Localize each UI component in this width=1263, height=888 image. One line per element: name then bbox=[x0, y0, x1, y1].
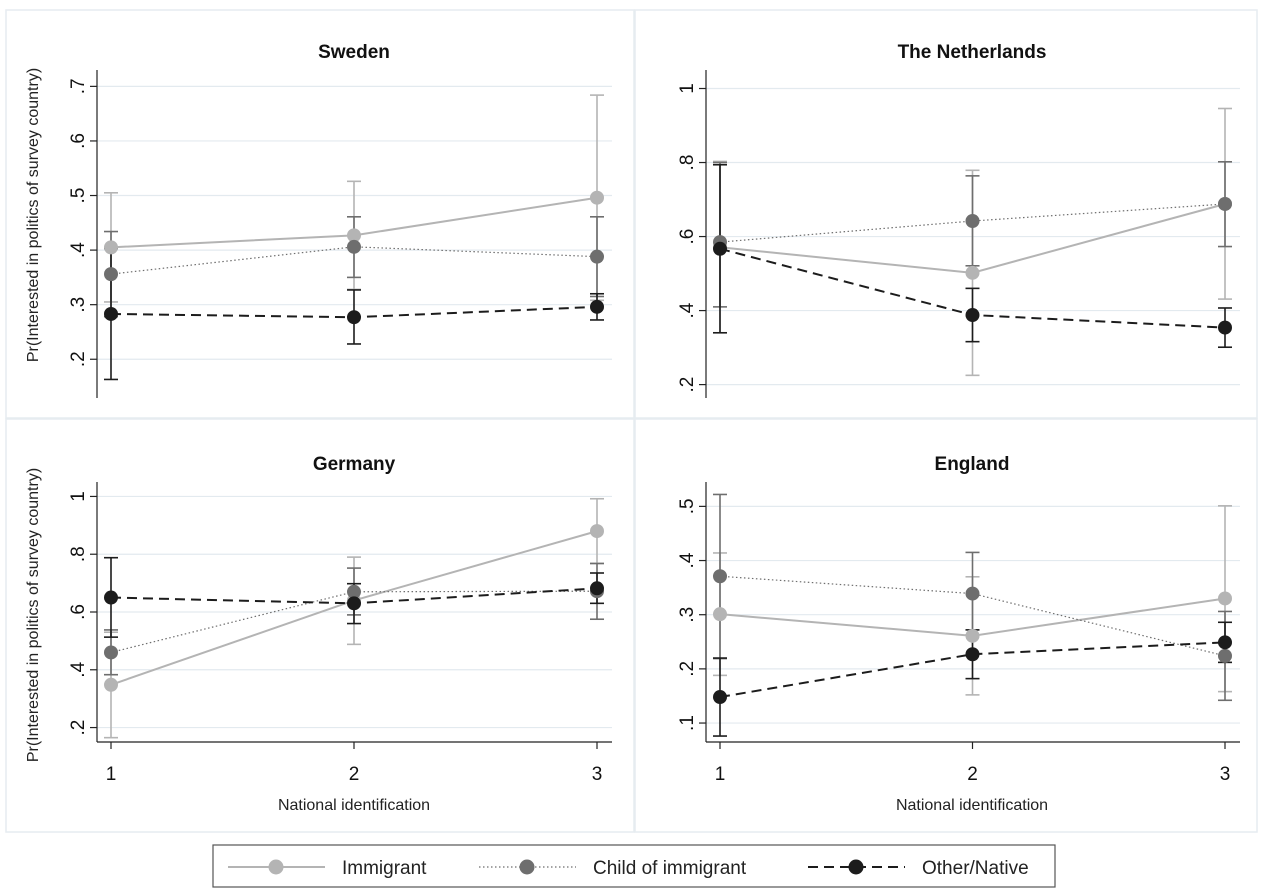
point-immigrant bbox=[965, 628, 980, 643]
panel-title-germany: Germany bbox=[313, 454, 396, 475]
x-tick-label: 1 bbox=[106, 764, 117, 785]
point-immigrant bbox=[713, 607, 727, 622]
point-immigrant bbox=[965, 265, 980, 280]
point-child-of-immigrant bbox=[1218, 196, 1232, 211]
legend-box bbox=[212, 844, 1056, 888]
x-tick-label: 1 bbox=[715, 764, 726, 785]
legend-marker-immigrant bbox=[268, 859, 284, 875]
legend-label-child-of-immigrant: Child of immigrant bbox=[593, 858, 747, 879]
y-tick-label: .2 bbox=[677, 377, 698, 393]
point-child-of-immigrant bbox=[104, 267, 118, 282]
panel-title-sweden: Sweden bbox=[318, 42, 390, 63]
y-tick-label: .4 bbox=[68, 661, 89, 677]
legend-item-child-of-immigrant: Child of immigrant bbox=[479, 858, 747, 879]
legend: Immigrant Child of immigrant Other/Nativ… bbox=[212, 844, 1056, 888]
legend-item-immigrant: Immigrant bbox=[228, 858, 427, 879]
y-tick-label: .8 bbox=[68, 546, 89, 562]
legend-item-other-native: Other/Native bbox=[808, 858, 1029, 879]
panel-title-the-netherlands: The Netherlands bbox=[898, 42, 1047, 63]
y-axis-title-bottom: Pr(Interested in politics of survey coun… bbox=[25, 468, 42, 762]
panel-frame-netherlands bbox=[634, 9, 1258, 419]
legend-marker-other-native bbox=[848, 859, 864, 875]
panel-title-england: England bbox=[935, 454, 1010, 475]
point-immigrant bbox=[590, 190, 604, 205]
panel-frame-england bbox=[634, 418, 1258, 833]
x-tick-label: 3 bbox=[592, 764, 603, 785]
y-tick-label: .2 bbox=[68, 351, 89, 367]
chart-netherlands: .2 .4 .6 .8 1 The Netherlands bbox=[677, 42, 1240, 398]
y-tick-label: .3 bbox=[677, 607, 698, 623]
chart-england: .1 .2 .3 .4 .5 1 2 3 England bbox=[677, 454, 1240, 785]
y-tick-label: .7 bbox=[68, 78, 89, 94]
y-tick-label: .1 bbox=[677, 715, 698, 731]
point-other-native bbox=[104, 590, 118, 605]
point-other-native bbox=[347, 596, 361, 611]
series-line-child-of-immigrant bbox=[110, 590, 598, 654]
y-tick-label: .8 bbox=[677, 155, 698, 171]
y-tick-label: 1 bbox=[677, 83, 698, 94]
panel-frame-germany bbox=[5, 418, 635, 833]
y-axis-title-top: Pr(Interested in politics of survey coun… bbox=[25, 68, 42, 362]
y-tick-label: 1 bbox=[68, 491, 89, 502]
point-other-native bbox=[104, 306, 118, 321]
legend-label-other-native: Other/Native bbox=[922, 858, 1029, 879]
y-tick-label: .5 bbox=[677, 498, 698, 514]
y-tick-label: .2 bbox=[677, 661, 698, 677]
x-tick-label: 2 bbox=[967, 764, 978, 785]
chart-sweden: .2 .3 .4 .5 .6 .7 Sweden bbox=[68, 42, 612, 398]
x-axis-title-left: National identification bbox=[278, 797, 430, 814]
point-immigrant bbox=[590, 524, 604, 539]
legend-marker-child-of-immigrant bbox=[519, 859, 535, 875]
point-immigrant bbox=[104, 240, 118, 255]
chart-germany: .2 .4 .6 .8 1 1 2 3 Germany bbox=[68, 454, 612, 785]
y-tick-label: .6 bbox=[677, 229, 698, 245]
y-tick-label: .6 bbox=[68, 604, 89, 620]
y-tick-label: .2 bbox=[68, 720, 89, 736]
x-axis-title-right: National identification bbox=[896, 797, 1048, 814]
point-immigrant bbox=[1218, 591, 1232, 606]
point-other-native bbox=[713, 241, 727, 256]
point-child-of-immigrant bbox=[347, 239, 361, 254]
point-other-native bbox=[347, 310, 361, 325]
point-other-native bbox=[1218, 320, 1232, 335]
point-child-of-immigrant bbox=[1218, 648, 1232, 663]
point-child-of-immigrant bbox=[713, 569, 727, 584]
point-child-of-immigrant bbox=[104, 645, 118, 660]
x-tick-label: 3 bbox=[1220, 764, 1231, 785]
point-child-of-immigrant bbox=[965, 586, 980, 601]
panel-frame-sweden bbox=[5, 9, 635, 419]
point-other-native bbox=[965, 308, 980, 323]
y-tick-label: .3 bbox=[68, 297, 89, 313]
y-tick-label: .5 bbox=[68, 188, 89, 204]
y-tick-label: .4 bbox=[677, 302, 698, 318]
point-immigrant bbox=[347, 228, 361, 243]
y-tick-label: .6 bbox=[68, 133, 89, 149]
x-tick-label: 2 bbox=[349, 764, 360, 785]
point-immigrant bbox=[104, 677, 118, 692]
point-child-of-immigrant bbox=[965, 214, 980, 229]
point-child-of-immigrant bbox=[590, 249, 604, 264]
point-other-native bbox=[590, 581, 604, 596]
point-other-native bbox=[1218, 635, 1232, 650]
legend-label-immigrant: Immigrant bbox=[342, 858, 427, 879]
point-other-native bbox=[965, 647, 980, 662]
point-other-native bbox=[713, 690, 727, 705]
point-child-of-immigrant bbox=[347, 584, 361, 599]
point-other-native bbox=[590, 299, 604, 314]
y-tick-label: .4 bbox=[677, 552, 698, 568]
y-tick-label: .4 bbox=[68, 242, 89, 258]
